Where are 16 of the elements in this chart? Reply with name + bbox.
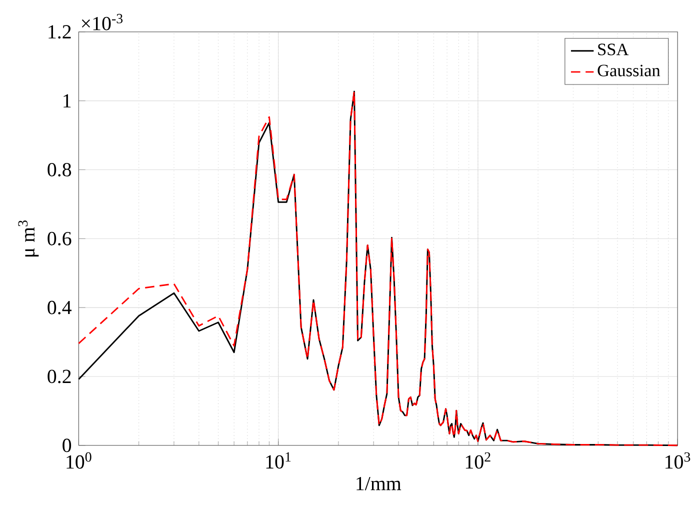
- y-tick-label: 0.2: [48, 370, 71, 384]
- x-tick-label: 10$^{2}$: [466, 452, 490, 469]
- y-tick-label: 0: [62, 438, 72, 452]
- y-tick-label: 1: [64, 94, 71, 108]
- x-tick-label: 10$^{0}$: [66, 452, 92, 469]
- text: ×10$^{-3}$: [82, 14, 123, 30]
- y-axis-title: μ m$^{3}$: [18, 220, 39, 256]
- y-tick-label: 1.2: [48, 25, 71, 39]
- y-tick-label: 0.6: [48, 232, 72, 246]
- y-tick-label: 0.4: [48, 300, 72, 314]
- x-axis-title: 1/mm: [356, 476, 402, 490]
- legend-label: Gaussian: [598, 64, 660, 76]
- x-tick-label: 10$^{1}$: [266, 452, 291, 469]
- y-tick-label: 0.8: [48, 162, 72, 176]
- legend-label: SSA: [598, 44, 629, 56]
- x-tick-label: 10$^{3}$: [666, 452, 690, 469]
